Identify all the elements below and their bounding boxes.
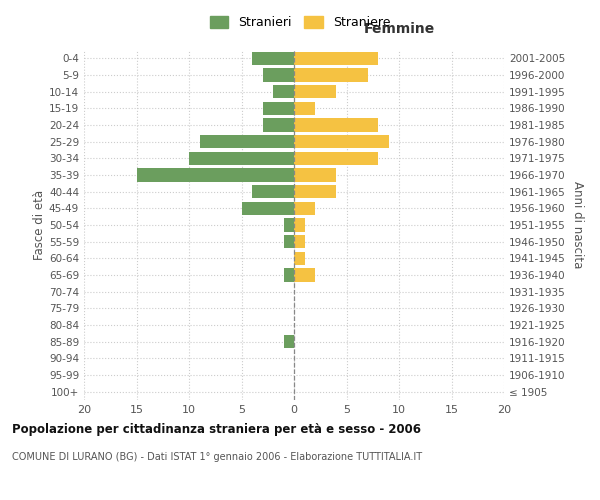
Bar bbox=[263, 102, 294, 115]
Text: Femmine: Femmine bbox=[364, 22, 434, 36]
Bar bbox=[137, 168, 294, 181]
Bar bbox=[294, 152, 378, 165]
Bar bbox=[263, 68, 294, 82]
Bar bbox=[294, 102, 315, 115]
Text: Popolazione per cittadinanza straniera per età e sesso - 2006: Popolazione per cittadinanza straniera p… bbox=[12, 422, 421, 436]
Bar bbox=[252, 52, 294, 65]
Text: COMUNE DI LURANO (BG) - Dati ISTAT 1° gennaio 2006 - Elaborazione TUTTITALIA.IT: COMUNE DI LURANO (BG) - Dati ISTAT 1° ge… bbox=[12, 452, 422, 462]
Bar bbox=[294, 118, 378, 132]
Bar bbox=[294, 218, 305, 232]
Bar bbox=[241, 202, 294, 215]
Bar bbox=[284, 335, 294, 348]
Bar bbox=[294, 85, 336, 98]
Bar bbox=[294, 135, 389, 148]
Bar bbox=[294, 252, 305, 265]
Bar bbox=[294, 52, 378, 65]
Bar bbox=[294, 235, 305, 248]
Bar bbox=[284, 235, 294, 248]
Bar bbox=[294, 68, 367, 82]
Legend: Stranieri, Straniere: Stranieri, Straniere bbox=[205, 11, 395, 34]
Bar bbox=[294, 185, 336, 198]
Bar bbox=[189, 152, 294, 165]
Bar bbox=[294, 268, 315, 281]
Bar bbox=[252, 185, 294, 198]
Y-axis label: Fasce di età: Fasce di età bbox=[33, 190, 46, 260]
Bar bbox=[284, 218, 294, 232]
Bar bbox=[294, 202, 315, 215]
Bar bbox=[199, 135, 294, 148]
Bar bbox=[263, 118, 294, 132]
Y-axis label: Anni di nascita: Anni di nascita bbox=[571, 182, 584, 268]
Bar bbox=[284, 268, 294, 281]
Bar bbox=[294, 168, 336, 181]
Bar bbox=[273, 85, 294, 98]
